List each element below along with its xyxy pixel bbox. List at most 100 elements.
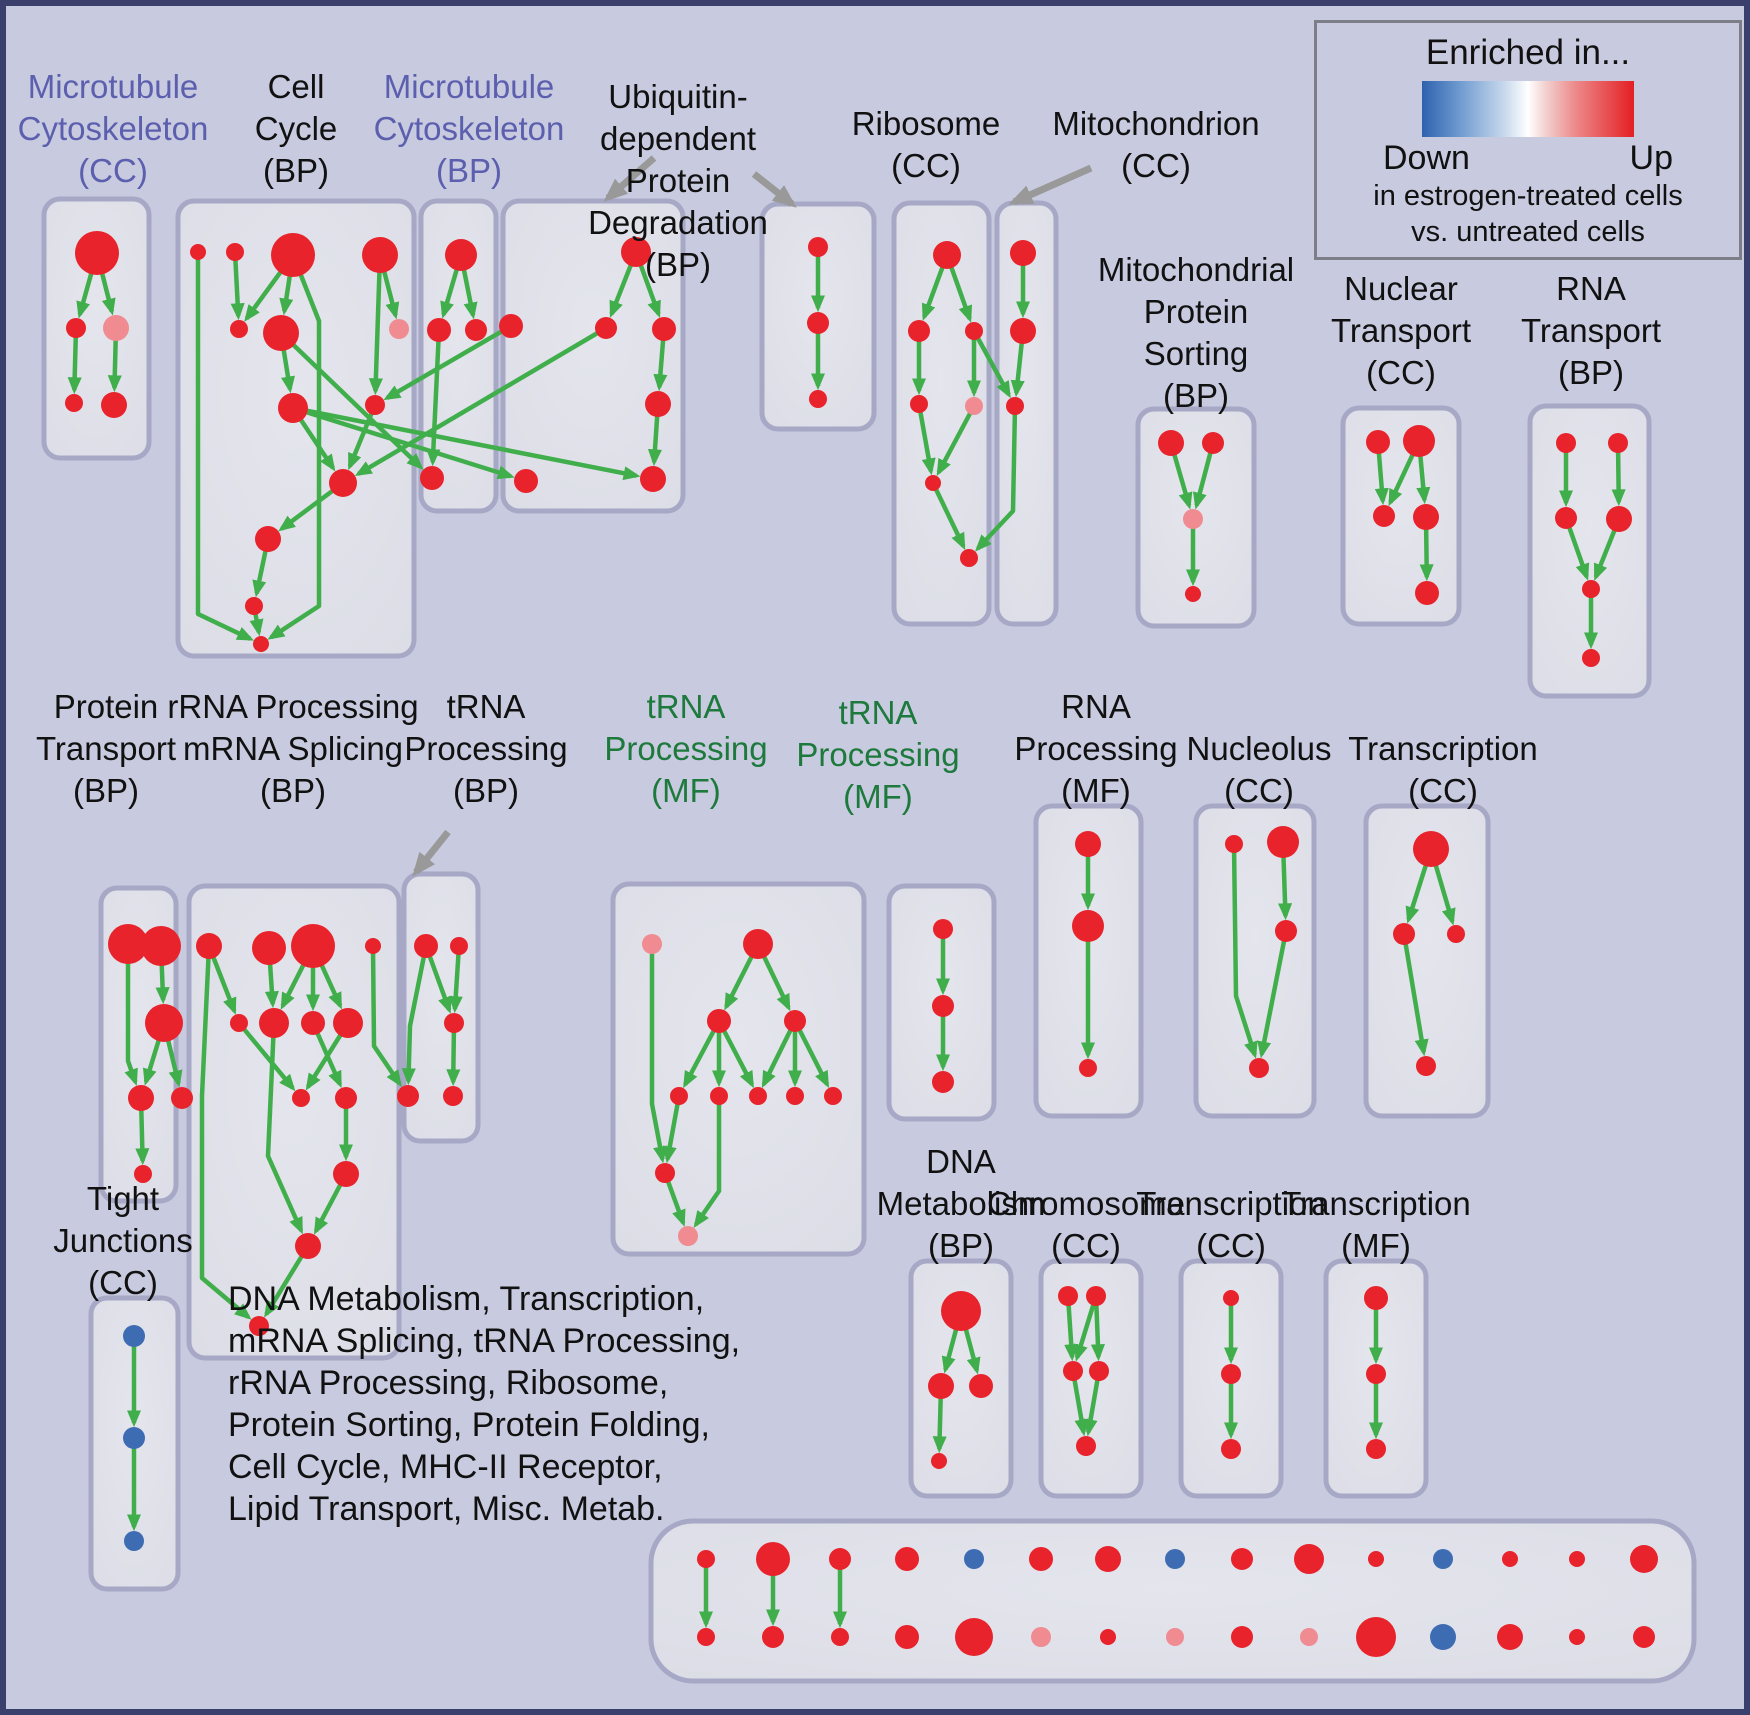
go-term-node-ub	[514, 469, 538, 493]
label-line: (CC)	[891, 147, 961, 184]
label-cell-cycle-bp: Cell Cycle (BP)	[255, 66, 338, 192]
edge-arrow	[761, 1020, 798, 1089]
go-term-node-rrna	[252, 931, 286, 965]
go-term-node-strip	[1569, 1551, 1585, 1567]
edge-arrow	[237, 1021, 296, 1092]
go-term-node-rib	[910, 395, 928, 413]
go-term-node-mito	[1010, 318, 1036, 344]
go-term-node-trnamf1	[710, 1087, 728, 1105]
label-trna-processing-bp: tRNA Processing (BP)	[404, 686, 567, 812]
go-term-node-rib	[908, 320, 930, 342]
go-term-node-rrna	[333, 1161, 359, 1187]
legend-title: Enriched in...	[1425, 33, 1631, 72]
label-line: Processing	[796, 736, 960, 773]
label-line: RNA	[1556, 270, 1626, 307]
label-line: Transport	[1331, 312, 1471, 349]
go-term-node-mtbp	[465, 319, 487, 341]
label-line: Processing	[404, 730, 568, 767]
go-term-node-tmf	[1366, 1439, 1386, 1459]
label-line: (BP)	[73, 772, 139, 809]
go-term-node-cc	[278, 393, 308, 423]
go-term-node-rrna	[291, 924, 335, 968]
go-term-node-mtcc	[65, 394, 83, 412]
edge-arrow	[124, 944, 138, 1086]
label-line: Tight	[86, 1180, 160, 1217]
go-term-node-rib	[965, 397, 983, 415]
pointer-to-trna-processing-bp-box-arrow-icon	[412, 829, 451, 877]
go-term-node-rrna	[249, 1316, 269, 1336]
go-term-node-trnabp	[414, 934, 438, 958]
go-term-node-cc	[245, 597, 263, 615]
go-term-node-tcc	[1413, 831, 1449, 867]
go-term-node-mtcc	[103, 315, 129, 341]
go-term-node-mtcc	[75, 231, 119, 275]
label-mitochondrion-cc: Mitochondrion (CC)	[1052, 103, 1259, 187]
label-line: Junctions	[53, 1222, 193, 1259]
label-line: tRNA	[838, 694, 918, 731]
edge-arrow	[930, 482, 966, 551]
edge-arrow	[354, 326, 608, 477]
go-term-node-rtrans	[1582, 649, 1600, 667]
label-trna-processing-mf-1: tRNA Processing (MF)	[604, 686, 767, 812]
label-rna-processing-mf: RNA Processing (MF)	[1014, 686, 1177, 812]
go-term-node-ub	[640, 466, 666, 492]
go-term-node-nucl	[1267, 826, 1299, 858]
go-term-node-tcc2	[1221, 1364, 1241, 1384]
misc-clusters-caption: DNA Metabolism, Transcription, mRNA Splic…	[228, 1278, 740, 1530]
go-term-node-ubr	[808, 237, 828, 257]
go-term-node-strip	[1630, 1545, 1658, 1573]
edge-arrow	[1231, 843, 1258, 1059]
go-term-node-strip	[697, 1628, 715, 1646]
label-microtubule-cytoskeleton-bp: Microtubule Cytoskeleton (BP)	[374, 66, 565, 192]
go-term-node-strip	[1166, 1628, 1184, 1646]
cluster-box-mito	[994, 200, 1059, 627]
label-line: mRNA Splicing	[182, 730, 404, 767]
go-term-node-rrna	[335, 1087, 357, 1109]
go-term-node-ptrans	[108, 924, 148, 964]
edge-arrow	[230, 251, 245, 321]
edge-arrow	[195, 252, 254, 641]
go-term-node-cc	[362, 237, 398, 273]
edge-arrow	[972, 329, 1011, 399]
go-term-node-nucl	[1249, 1058, 1269, 1078]
go-term-node-ub	[595, 317, 617, 339]
color-scale-gradient	[1422, 81, 1634, 137]
label-nucleolus-cc: Nucleolus (CC)	[1187, 728, 1332, 812]
label-line: Microtubule	[383, 68, 555, 105]
label-line: (CC)	[1121, 147, 1191, 184]
go-term-node-mtbp	[420, 466, 444, 490]
go-term-node-tcc	[1447, 925, 1465, 943]
label-line: DNA	[926, 1143, 996, 1180]
go-term-node-tj	[123, 1427, 145, 1449]
go-term-node-trnamf2	[933, 919, 953, 939]
go-term-node-rtrans	[1582, 580, 1600, 598]
edge-arrow	[1083, 1370, 1102, 1437]
go-term-node-strip	[1294, 1544, 1324, 1574]
label-line: Processing	[604, 730, 768, 767]
edge-arrow	[370, 945, 402, 1088]
caption-line: Protein Sorting, Protein Folding,	[228, 1406, 710, 1444]
go-term-node-strip	[697, 1550, 715, 1568]
go-term-node-tj	[123, 1325, 145, 1347]
caption-line: Lipid Transport, Misc. Metab.	[228, 1490, 665, 1528]
label-line: (BP)	[259, 772, 326, 809]
go-term-node-trnabp	[450, 937, 468, 955]
go-term-node-cc	[190, 244, 206, 260]
go-term-node-rtrans	[1608, 433, 1628, 453]
legend-box: Enriched in... Down Up in estrogen-treat…	[1314, 20, 1742, 260]
edge-arrow	[792, 1019, 830, 1089]
go-term-node-strip	[1165, 1549, 1185, 1569]
go-term-node-trnamf2	[932, 1071, 954, 1093]
label-rrna-processing-mrna-splicing-bp: rRNA Processing mRNA Splicing (BP)	[167, 686, 418, 812]
go-term-node-msort	[1185, 586, 1201, 602]
label-line: (CC)	[1408, 772, 1478, 809]
legend-subtitle-line2: vs. untreated cells	[1411, 216, 1645, 248]
caption-line: mRNA Splicing, tRNA Processing,	[228, 1322, 741, 1360]
go-term-node-trnamf1	[707, 1009, 731, 1033]
nodes-layer	[65, 231, 1658, 1657]
label-line: Protein	[53, 688, 159, 725]
label-microtubule-cytoskeleton-cc: Microtubule Cytoskeleton (CC)	[18, 66, 209, 192]
cluster-box-ub	[500, 198, 686, 514]
go-term-node-strip	[1095, 1546, 1121, 1572]
edge-arrow	[1257, 930, 1289, 1059]
